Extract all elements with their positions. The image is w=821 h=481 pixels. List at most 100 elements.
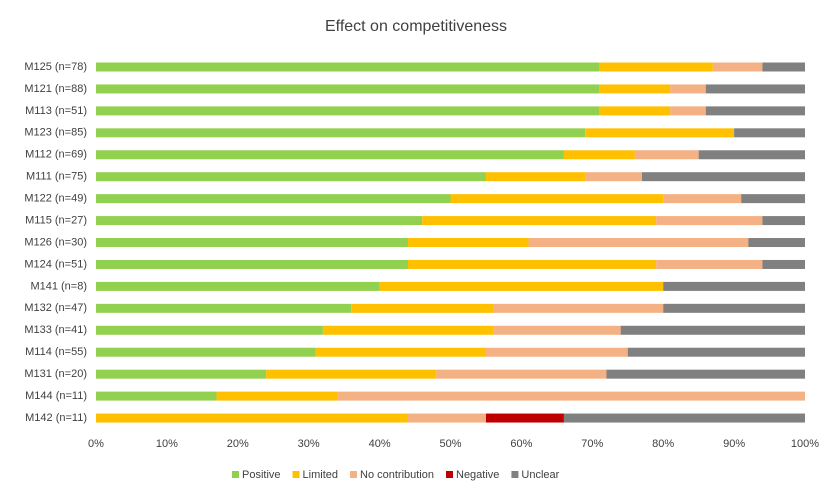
- bar-segment: [422, 216, 657, 226]
- category-label: M124 (n=51): [24, 258, 87, 270]
- category-label: M125 (n=78): [24, 61, 87, 73]
- legend-swatch: [292, 471, 300, 478]
- bar-segment: [407, 413, 486, 423]
- bar-segment: [663, 281, 805, 291]
- bar-segment: [599, 62, 713, 72]
- bar-segment: [315, 347, 486, 357]
- bar-segment: [351, 303, 494, 313]
- bar-segment: [663, 194, 742, 204]
- x-tick-label: 90%: [723, 438, 745, 450]
- bar-segment: [96, 128, 586, 138]
- category-label: M115 (n=27): [25, 214, 87, 226]
- x-tick-label: 70%: [581, 438, 603, 450]
- bar-segment: [741, 194, 805, 204]
- legend-label: Unclear: [521, 469, 559, 481]
- legend-swatch: [350, 471, 357, 478]
- legend-label: No contribution: [360, 469, 434, 481]
- category-label: M131 (n=20): [24, 368, 87, 380]
- bar-segment: [96, 216, 423, 226]
- bar-segment: [96, 194, 451, 204]
- chart-title: Effect on competitiveness: [325, 18, 507, 35]
- bar-segment: [436, 369, 607, 379]
- legend-swatch: [232, 471, 239, 478]
- bar-segment: [705, 84, 805, 94]
- x-tick-label: 10%: [156, 438, 178, 450]
- bar-segment: [663, 303, 805, 313]
- bar-segment: [96, 369, 267, 379]
- bar-segment: [450, 194, 664, 204]
- bar-segment: [96, 413, 408, 423]
- bar-segment: [407, 238, 529, 248]
- category-label: M114 (n=55): [25, 346, 87, 358]
- legend-label: Negative: [456, 469, 499, 481]
- category-label: M121 (n=88): [24, 83, 87, 95]
- x-tick-label: 20%: [227, 438, 249, 450]
- category-label: M112 (n=69): [25, 149, 87, 161]
- x-tick-label: 80%: [652, 438, 674, 450]
- bar-segment: [96, 303, 352, 313]
- category-label: M126 (n=30): [24, 236, 87, 248]
- x-tick-label: 50%: [439, 438, 461, 450]
- bar-segment: [96, 391, 217, 401]
- x-tick-label: 60%: [510, 438, 532, 450]
- x-tick-label: 0%: [88, 438, 104, 450]
- bar-segment: [762, 259, 805, 269]
- bar-segment: [599, 106, 671, 116]
- bar-segment: [96, 172, 486, 182]
- bar-segment: [585, 172, 642, 182]
- bar-segment: [96, 259, 408, 269]
- bar-segment: [96, 347, 316, 357]
- bar-segment: [216, 391, 338, 401]
- bar-segment: [705, 106, 805, 116]
- bar-segment: [485, 413, 564, 423]
- bar-segment: [748, 238, 805, 248]
- category-label: M141 (n=8): [30, 280, 87, 292]
- bar-segment: [563, 150, 635, 160]
- bar-segment: [322, 325, 494, 335]
- bar-segment: [96, 150, 564, 160]
- bar-segment: [656, 259, 763, 269]
- bar-segment: [407, 259, 657, 269]
- legend-swatch: [511, 471, 519, 478]
- bar-segment: [670, 106, 706, 116]
- bar-segment: [620, 325, 805, 335]
- bar-segment: [485, 347, 628, 357]
- bar-segment: [698, 150, 805, 160]
- bar-segment: [762, 216, 805, 226]
- bar-segment: [656, 216, 763, 226]
- bar-segment: [493, 325, 621, 335]
- bar-segment: [528, 238, 749, 248]
- legend-swatch: [446, 471, 453, 478]
- category-label: M142 (n=11): [25, 412, 87, 424]
- bar-segment: [734, 128, 805, 138]
- bar-segment: [96, 84, 600, 94]
- bar-segment: [585, 128, 735, 138]
- bar-segment: [762, 62, 805, 72]
- bar-segment: [670, 84, 706, 94]
- bar-segment: [96, 325, 323, 335]
- category-label: M132 (n=47): [24, 302, 87, 314]
- category-label: M113 (n=51): [25, 105, 87, 117]
- category-label: M111 (n=75): [26, 171, 87, 183]
- bar-segment: [96, 281, 380, 291]
- bar-segment: [493, 303, 664, 313]
- bar-segment: [712, 62, 763, 72]
- bar-segment: [641, 172, 805, 182]
- bar-segment: [485, 172, 586, 182]
- bar-segment: [96, 62, 600, 72]
- bar-segment: [96, 238, 408, 248]
- x-tick-label: 30%: [298, 438, 320, 450]
- legend-label: Positive: [242, 469, 281, 481]
- category-label: M133 (n=41): [24, 324, 87, 336]
- bar-segment: [606, 369, 805, 379]
- category-label: M122 (n=49): [24, 193, 87, 205]
- legend-label: Limited: [303, 469, 338, 481]
- bar-segment: [379, 281, 664, 291]
- bar-segment: [627, 347, 805, 357]
- x-tick-label: 40%: [369, 438, 391, 450]
- bar-segment: [96, 106, 600, 116]
- bar-segment: [266, 369, 437, 379]
- category-label: M144 (n=11): [25, 390, 87, 402]
- bar-segment: [599, 84, 671, 94]
